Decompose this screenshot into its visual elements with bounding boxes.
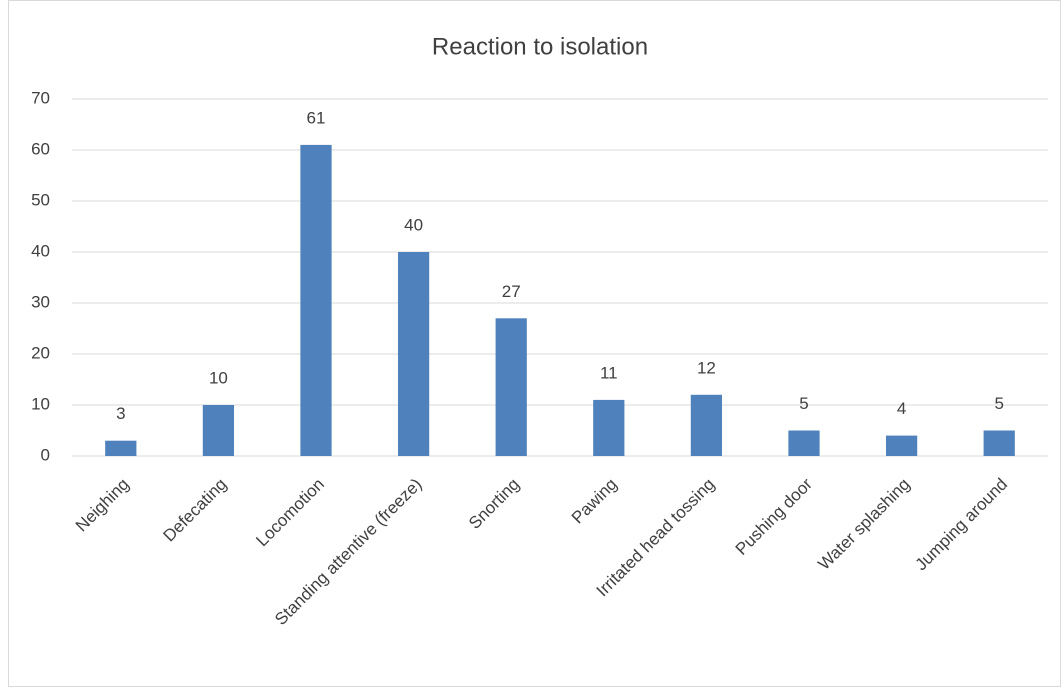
- bar: [495, 318, 527, 456]
- y-tick-label: 60: [31, 139, 50, 158]
- data-label: 5: [799, 394, 808, 413]
- bar: [105, 440, 137, 456]
- data-label: 10: [209, 368, 228, 387]
- bar: [300, 144, 332, 456]
- bar: [788, 430, 820, 456]
- y-tick-label: 10: [31, 394, 50, 413]
- bar: [885, 435, 918, 456]
- chart-border: [8, 0, 1061, 687]
- data-label: 12: [697, 358, 716, 377]
- data-label: 61: [307, 108, 326, 127]
- bar: [397, 252, 430, 456]
- bar: [593, 399, 625, 456]
- bar: [983, 430, 1015, 456]
- y-tick-label: 70: [31, 88, 50, 107]
- y-tick-label: 0: [41, 445, 50, 464]
- data-label: 5: [994, 394, 1003, 413]
- data-label: 3: [116, 404, 125, 423]
- data-label: 27: [502, 282, 521, 301]
- y-tick-label: 20: [31, 343, 50, 362]
- y-tick-label: 50: [31, 190, 50, 209]
- bar: [690, 394, 723, 456]
- bar: [202, 405, 235, 456]
- data-label: 4: [897, 399, 906, 418]
- data-label: 40: [404, 215, 423, 234]
- y-tick-label: 30: [31, 292, 50, 311]
- y-tick-label: 40: [31, 241, 50, 260]
- chart-title: Reaction to isolation: [432, 33, 648, 60]
- data-label: 11: [600, 363, 618, 382]
